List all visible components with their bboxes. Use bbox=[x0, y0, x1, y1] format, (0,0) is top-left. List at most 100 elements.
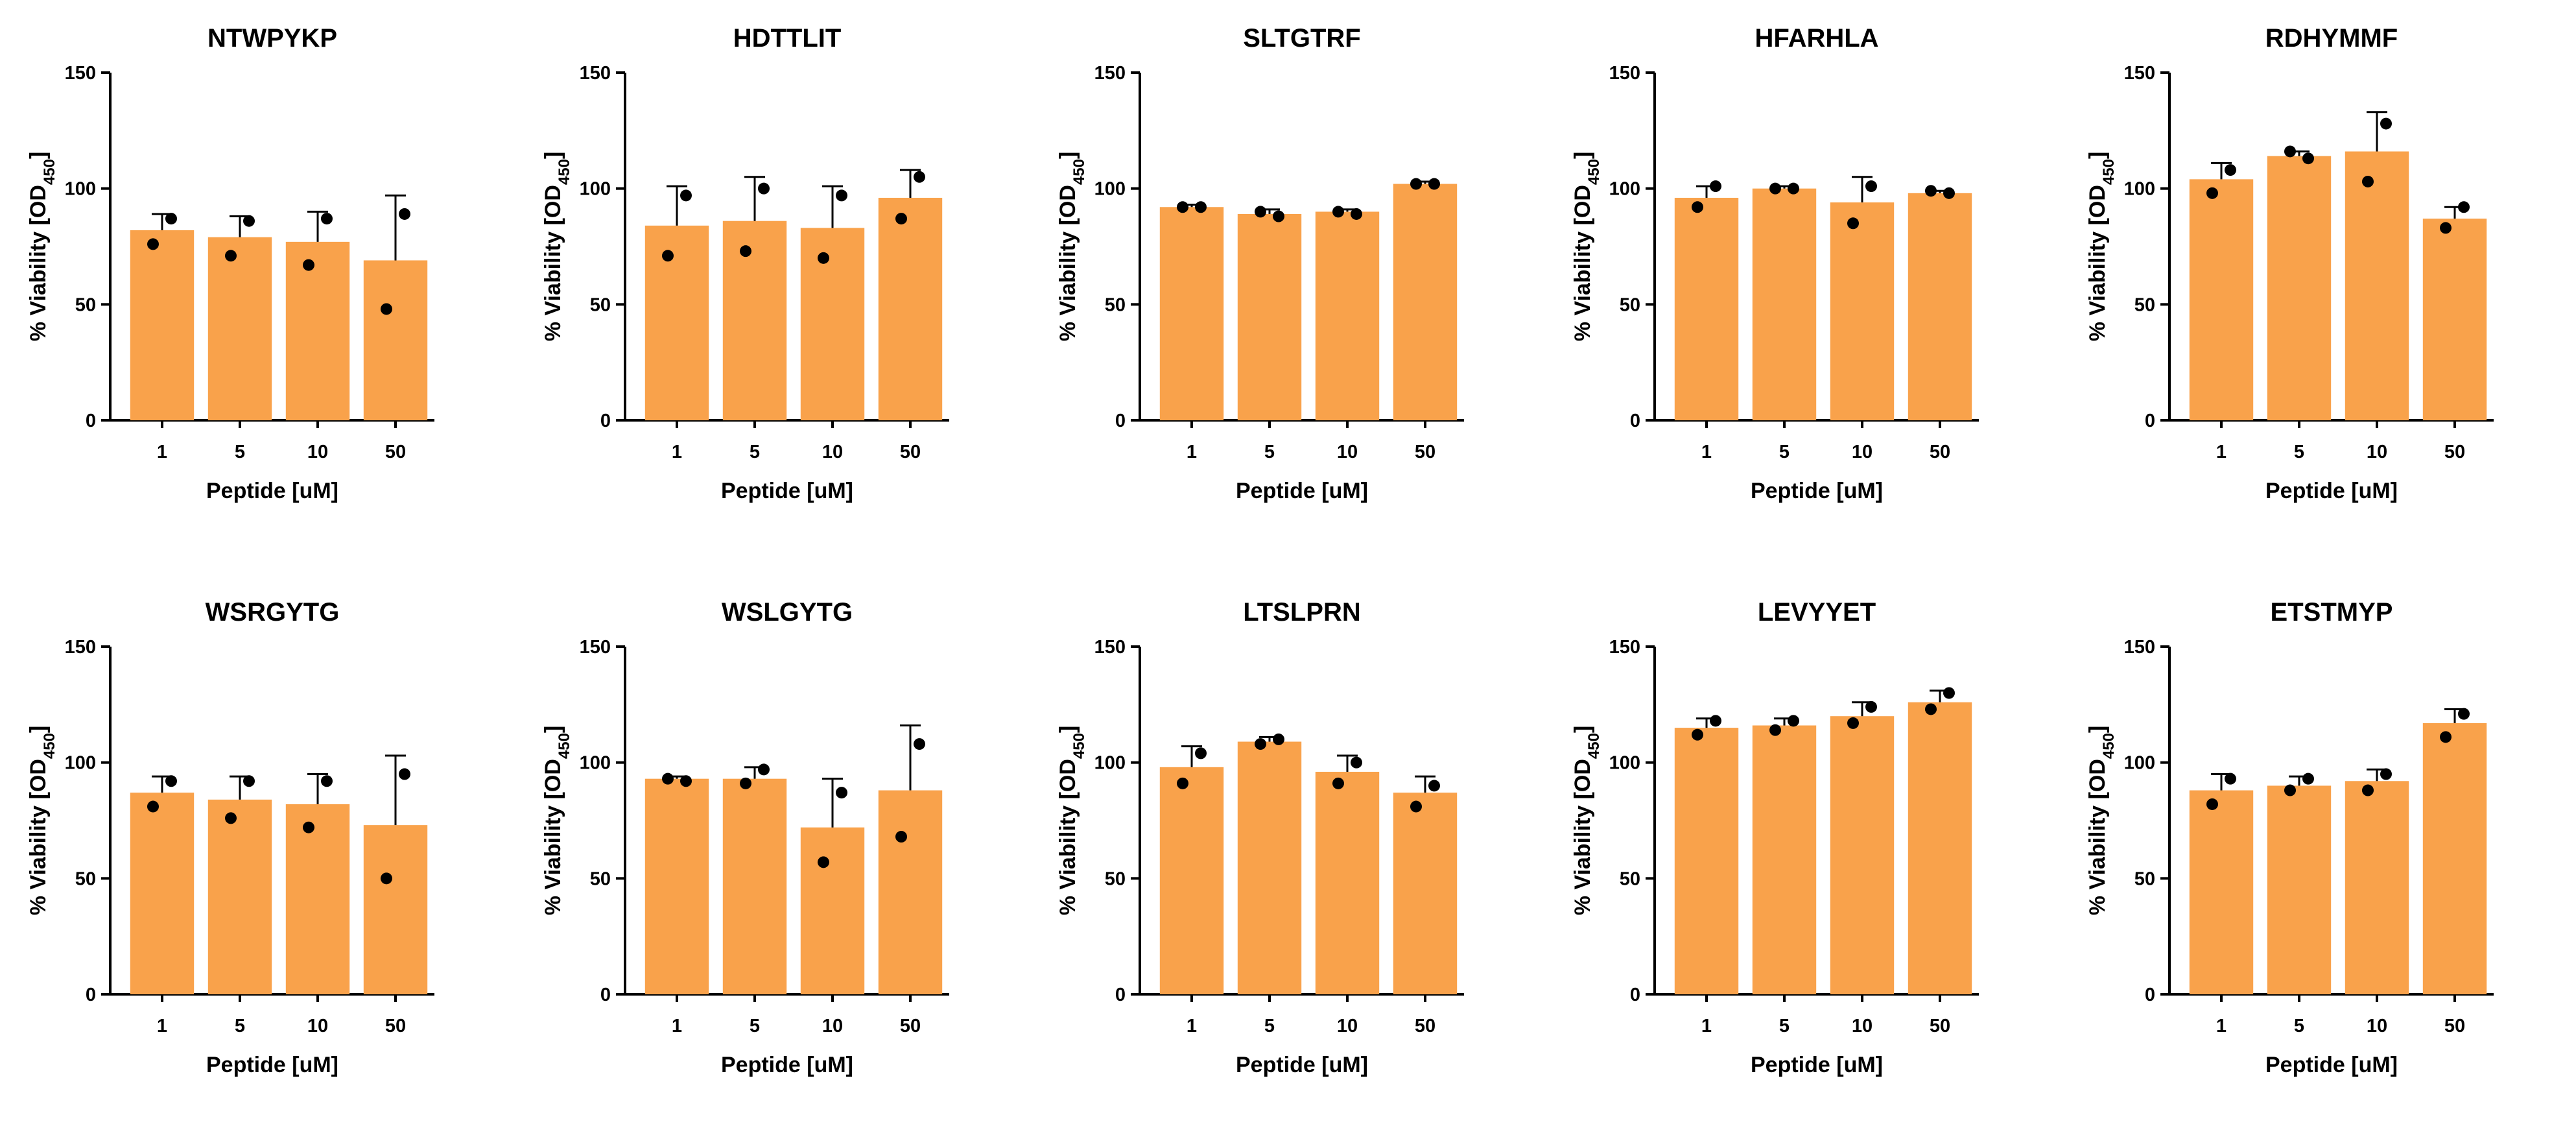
y-axis-label: % Viability [OD450] bbox=[1570, 152, 1603, 342]
y-tick-label: 100 bbox=[1609, 753, 1640, 774]
bar-10 bbox=[285, 804, 350, 994]
y-tick-label: 150 bbox=[1609, 637, 1640, 658]
data-point-5-2 bbox=[1255, 206, 1266, 218]
y-tick-label: 50 bbox=[1620, 294, 1640, 315]
x-tick-label: 10 bbox=[1852, 1016, 1873, 1036]
data-point-1-1 bbox=[165, 775, 177, 787]
bar-10 bbox=[800, 228, 865, 420]
y-tick-label: 100 bbox=[65, 753, 96, 774]
data-point-1-2 bbox=[662, 772, 674, 785]
y-tick-label: 0 bbox=[1630, 985, 1640, 1005]
y-axis-label-end: ] bbox=[2085, 726, 2110, 733]
y-axis-label-end: ] bbox=[2085, 152, 2110, 159]
y-axis-label: % Viability [OD450] bbox=[541, 726, 573, 916]
bar-50 bbox=[363, 260, 428, 420]
x-axis-label: Peptide [uM] bbox=[1236, 1053, 1368, 1077]
y-tick-label: 100 bbox=[1094, 753, 1126, 774]
x-tick-label: 1 bbox=[1187, 442, 1197, 462]
data-point-10-1 bbox=[836, 189, 847, 202]
y-axis-label-subscript: 450 bbox=[556, 733, 573, 759]
data-point-5-1 bbox=[243, 215, 255, 227]
bar-5 bbox=[207, 799, 272, 994]
x-tick-label: 1 bbox=[1701, 1016, 1712, 1036]
bar-50 bbox=[363, 825, 428, 994]
y-tick-label: 0 bbox=[86, 411, 96, 431]
y-tick-label: 0 bbox=[1630, 411, 1640, 431]
y-tick-label: 100 bbox=[2124, 179, 2155, 200]
x-tick-label: 50 bbox=[385, 442, 406, 462]
y-tick-label: 50 bbox=[2134, 294, 2155, 315]
bar-1 bbox=[1159, 767, 1224, 994]
data-point-50-2 bbox=[381, 872, 392, 885]
chart-title: HDTTLIT bbox=[733, 24, 842, 53]
bar-5 bbox=[207, 237, 272, 420]
data-point-5-1 bbox=[758, 182, 770, 195]
data-point-50-1 bbox=[1943, 687, 1955, 699]
data-point-10-2 bbox=[303, 821, 314, 833]
data-point-5-2 bbox=[2284, 784, 2296, 796]
x-axis-label: Peptide [uM] bbox=[721, 1053, 853, 1077]
y-tick-label: 0 bbox=[600, 985, 611, 1005]
bar-10 bbox=[1830, 716, 1895, 994]
data-point-10-1 bbox=[321, 775, 333, 787]
x-tick-label: 10 bbox=[2367, 442, 2387, 462]
bar-1 bbox=[2189, 179, 2254, 420]
data-point-1-2 bbox=[147, 238, 159, 250]
y-axis-label-subscript: 450 bbox=[2100, 159, 2118, 185]
x-tick-label: 1 bbox=[1701, 442, 1712, 462]
y-axis-label-subscript: 450 bbox=[41, 159, 58, 185]
bar-5 bbox=[1237, 213, 1302, 420]
x-tick-label: 1 bbox=[157, 1016, 167, 1036]
chart-panel-sltgtrf: SLTGTRF% Viability [OD450] 0 50 100 150 1 5 10 5… bbox=[1030, 0, 1544, 574]
bar-10 bbox=[285, 241, 350, 420]
bar-10 bbox=[800, 827, 865, 994]
data-point-5-2 bbox=[225, 812, 237, 824]
y-tick-label: 150 bbox=[1094, 63, 1126, 84]
y-axis-label-subscript: 450 bbox=[41, 733, 58, 759]
data-point-50-2 bbox=[1925, 185, 1937, 197]
chart-panel-rdhymmf: RDHYMMF% Viability [OD450] 0 50 100 150 1 5 10 5… bbox=[2059, 0, 2574, 574]
y-axis-label-subscript: 450 bbox=[2100, 733, 2118, 759]
data-point-50-1 bbox=[399, 208, 410, 220]
y-tick-label: 50 bbox=[2134, 868, 2155, 889]
x-tick-label: 1 bbox=[672, 442, 682, 462]
data-point-1-2 bbox=[1692, 728, 1703, 741]
chart-panel-wslgytg: WSLGYTG% Viability [OD450] 0 50 100 150 1 5 10 5… bbox=[515, 574, 1030, 1148]
bar-1 bbox=[644, 778, 709, 994]
bar-10 bbox=[1830, 202, 1895, 420]
bar-1 bbox=[130, 793, 195, 994]
data-point-50-2 bbox=[1925, 703, 1937, 715]
x-tick-label: 10 bbox=[1337, 442, 1358, 462]
chart-title: LTSLPRN bbox=[1243, 598, 1360, 627]
x-tick-label: 1 bbox=[672, 1016, 682, 1036]
bar-1 bbox=[2189, 790, 2254, 994]
data-point-1-1 bbox=[680, 775, 692, 787]
y-tick-label: 150 bbox=[2124, 63, 2155, 84]
y-tick-label: 100 bbox=[65, 179, 96, 200]
x-tick-label: 5 bbox=[1779, 1016, 1790, 1036]
y-tick-label: 100 bbox=[580, 179, 611, 200]
bar-1 bbox=[644, 225, 709, 420]
y-axis-label: % Viability [OD450] bbox=[1056, 152, 1088, 342]
data-point-5-1 bbox=[1788, 715, 1799, 727]
data-point-50-1 bbox=[2458, 201, 2470, 213]
x-tick-label: 5 bbox=[235, 1016, 245, 1036]
data-point-10-2 bbox=[1847, 717, 1859, 729]
data-point-50-1 bbox=[399, 768, 410, 780]
y-tick-label: 0 bbox=[86, 985, 96, 1005]
data-point-50-2 bbox=[895, 831, 907, 843]
bar-50 bbox=[2422, 723, 2487, 994]
data-point-1-2 bbox=[2206, 798, 2218, 810]
x-tick-label: 5 bbox=[750, 1016, 760, 1036]
x-axis-label: Peptide [uM] bbox=[1751, 1053, 1883, 1077]
y-tick-label: 150 bbox=[1094, 637, 1126, 658]
chart-panel-hfarhla: HFARHLA% Viability [OD450] 0 50 100 150 1 5 10 5… bbox=[1544, 0, 2059, 574]
chart-panel-ntwpykp: NTWPYKP% Viability [OD450] 0 50 100 150 1 5 10 5… bbox=[0, 0, 515, 574]
bar-10 bbox=[1315, 771, 1380, 994]
y-tick-label: 50 bbox=[1105, 294, 1126, 315]
data-point-1-1 bbox=[2225, 772, 2236, 785]
